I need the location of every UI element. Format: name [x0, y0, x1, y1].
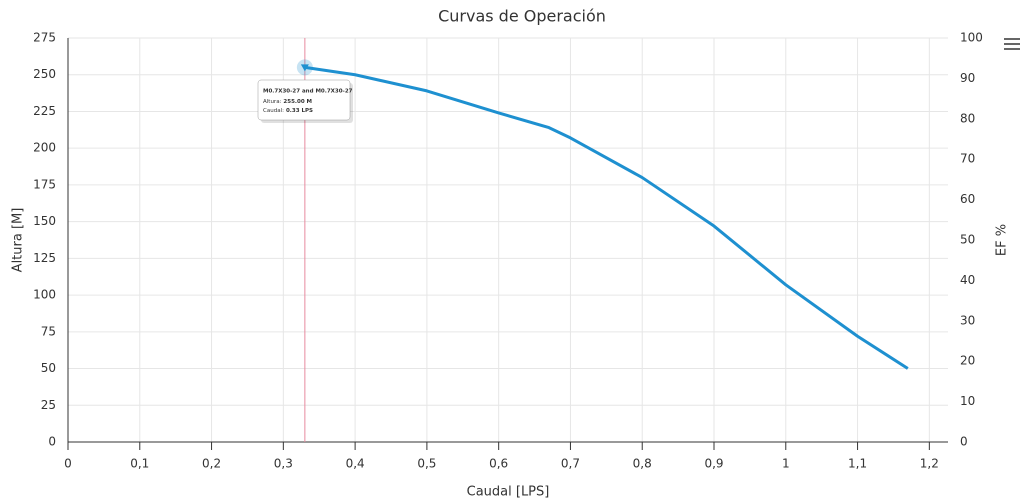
y-tick-label: 0 — [48, 435, 56, 449]
chart-title: Curvas de Operación — [438, 7, 606, 26]
y-tick-label: 25 — [41, 398, 56, 412]
menu-button[interactable] — [1004, 38, 1020, 52]
tooltip-row-name: Altura: — [263, 99, 282, 105]
y-tick-label: 175 — [33, 177, 56, 191]
x-tick-label: 0,5 — [417, 457, 436, 471]
y2-tick-label: 30 — [960, 313, 975, 327]
tooltip-box — [257, 79, 351, 121]
x-tick-label: 0,4 — [346, 457, 365, 471]
y-tick-label: 200 — [33, 141, 56, 155]
series-line — [304, 65, 909, 370]
x-tick-label: 1,2 — [920, 457, 939, 471]
tooltip: M0.7X30-27 and M0.7X30-27 Altura: 255.00 M… — [257, 79, 353, 123]
y2-tick-label: 10 — [960, 394, 975, 408]
x-axis-title: Caudal [LPS] — [467, 485, 550, 500]
tooltip-row-name: Caudal: — [263, 108, 284, 114]
tooltip-title: M0.7X30-27 and M0.7X30-27 — [263, 89, 353, 95]
x-tick-label: 1,1 — [848, 457, 867, 471]
y2-tick-label: 20 — [960, 354, 975, 368]
y2-axis-title: EF % — [995, 224, 1010, 256]
y-axis-title: Altura [M] — [11, 208, 26, 273]
x-tick-label: 0,1 — [130, 457, 149, 471]
y2-tick-label: 50 — [960, 233, 975, 247]
x-tick-label: 0 — [64, 457, 72, 471]
y-tick-label: 100 — [33, 288, 56, 302]
y2-tick-label: 0 — [960, 435, 968, 449]
y2-tick-label: 100 — [960, 31, 983, 45]
y-tick-label: 125 — [33, 251, 56, 265]
x-tick-label: 0,8 — [633, 457, 652, 471]
x-tick-label: 1 — [782, 457, 790, 471]
x-tick-label: 0,7 — [561, 457, 580, 471]
y-tick-label: 225 — [33, 104, 56, 118]
tooltip-row-value: 0.33 LPS — [286, 108, 313, 114]
x-tick-label: 0,2 — [202, 457, 221, 471]
y2-tick-label: 90 — [960, 71, 975, 85]
tooltip-row: Altura: 255.00 M — [263, 99, 312, 105]
x-tick-label: 0,9 — [704, 457, 723, 471]
tooltip-row-value: 255.00 M — [283, 99, 312, 105]
y2-tick-label: 80 — [960, 111, 975, 125]
x-tick-label: 0,6 — [489, 457, 508, 471]
y2-tick-label: 70 — [960, 152, 975, 166]
y2-tick-label: 40 — [960, 273, 975, 287]
hover-marker — [300, 64, 309, 72]
x-tick-label: 0,3 — [274, 457, 293, 471]
y-tick-label: 150 — [33, 214, 56, 228]
y-tick-label: 50 — [41, 361, 56, 375]
y-tick-label: 75 — [41, 324, 56, 338]
y2-tick-label: 60 — [960, 192, 975, 206]
tooltip-row: Caudal: 0.33 LPS — [263, 108, 313, 114]
y-tick-label: 250 — [33, 67, 56, 81]
y-tick-label: 275 — [33, 31, 56, 45]
